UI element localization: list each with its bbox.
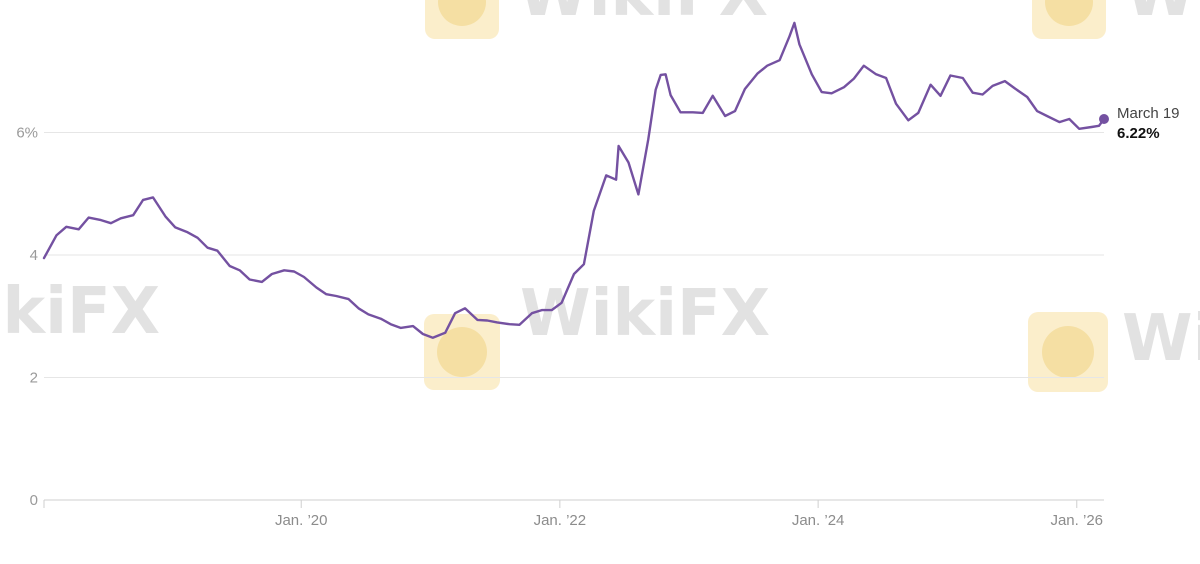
annotation-date-label: March 19 [1117,105,1180,122]
watermark-text: WikiFX [518,0,768,31]
watermark-text: WikiFX [1125,0,1200,31]
watermark-text: WikiFX [520,277,770,351]
wikifx-logo-icon [1032,0,1106,39]
x-tick-label: Jan. ’22 [534,512,587,529]
annotation-group: March 19 6.22% [1099,105,1180,142]
watermark: WikiFX WikiFX WikiFX WikiFX WikiFX [0,0,1200,392]
series-layer [42,21,1106,339]
x-tick-label: Jan. ’26 [1050,512,1103,529]
series-line-0 [42,21,1106,339]
x-tick-label: Jan. ’24 [792,512,845,529]
wikifx-logo-icon [425,0,499,39]
wikifx-logo-icon [1028,312,1108,392]
y-tick-label: 4 [30,247,38,264]
y-tick-label: 6% [16,125,38,142]
x-tick-label: Jan. ’20 [275,512,328,529]
watermark-text: WikiFX [0,275,160,349]
y-tick-label: 2 [30,370,38,387]
wikifx-logo-icon [424,314,500,390]
annotation-value-label: 6.22% [1117,125,1160,142]
latest-point-marker [1099,114,1109,125]
axes: 0 2 4 6% Jan. ’20 Jan. ’22 Jan. ’24 Jan. ’26 [16,125,1104,529]
watermark-text: WikiFX [1122,302,1200,376]
y-tick-label: 0 [30,492,38,509]
